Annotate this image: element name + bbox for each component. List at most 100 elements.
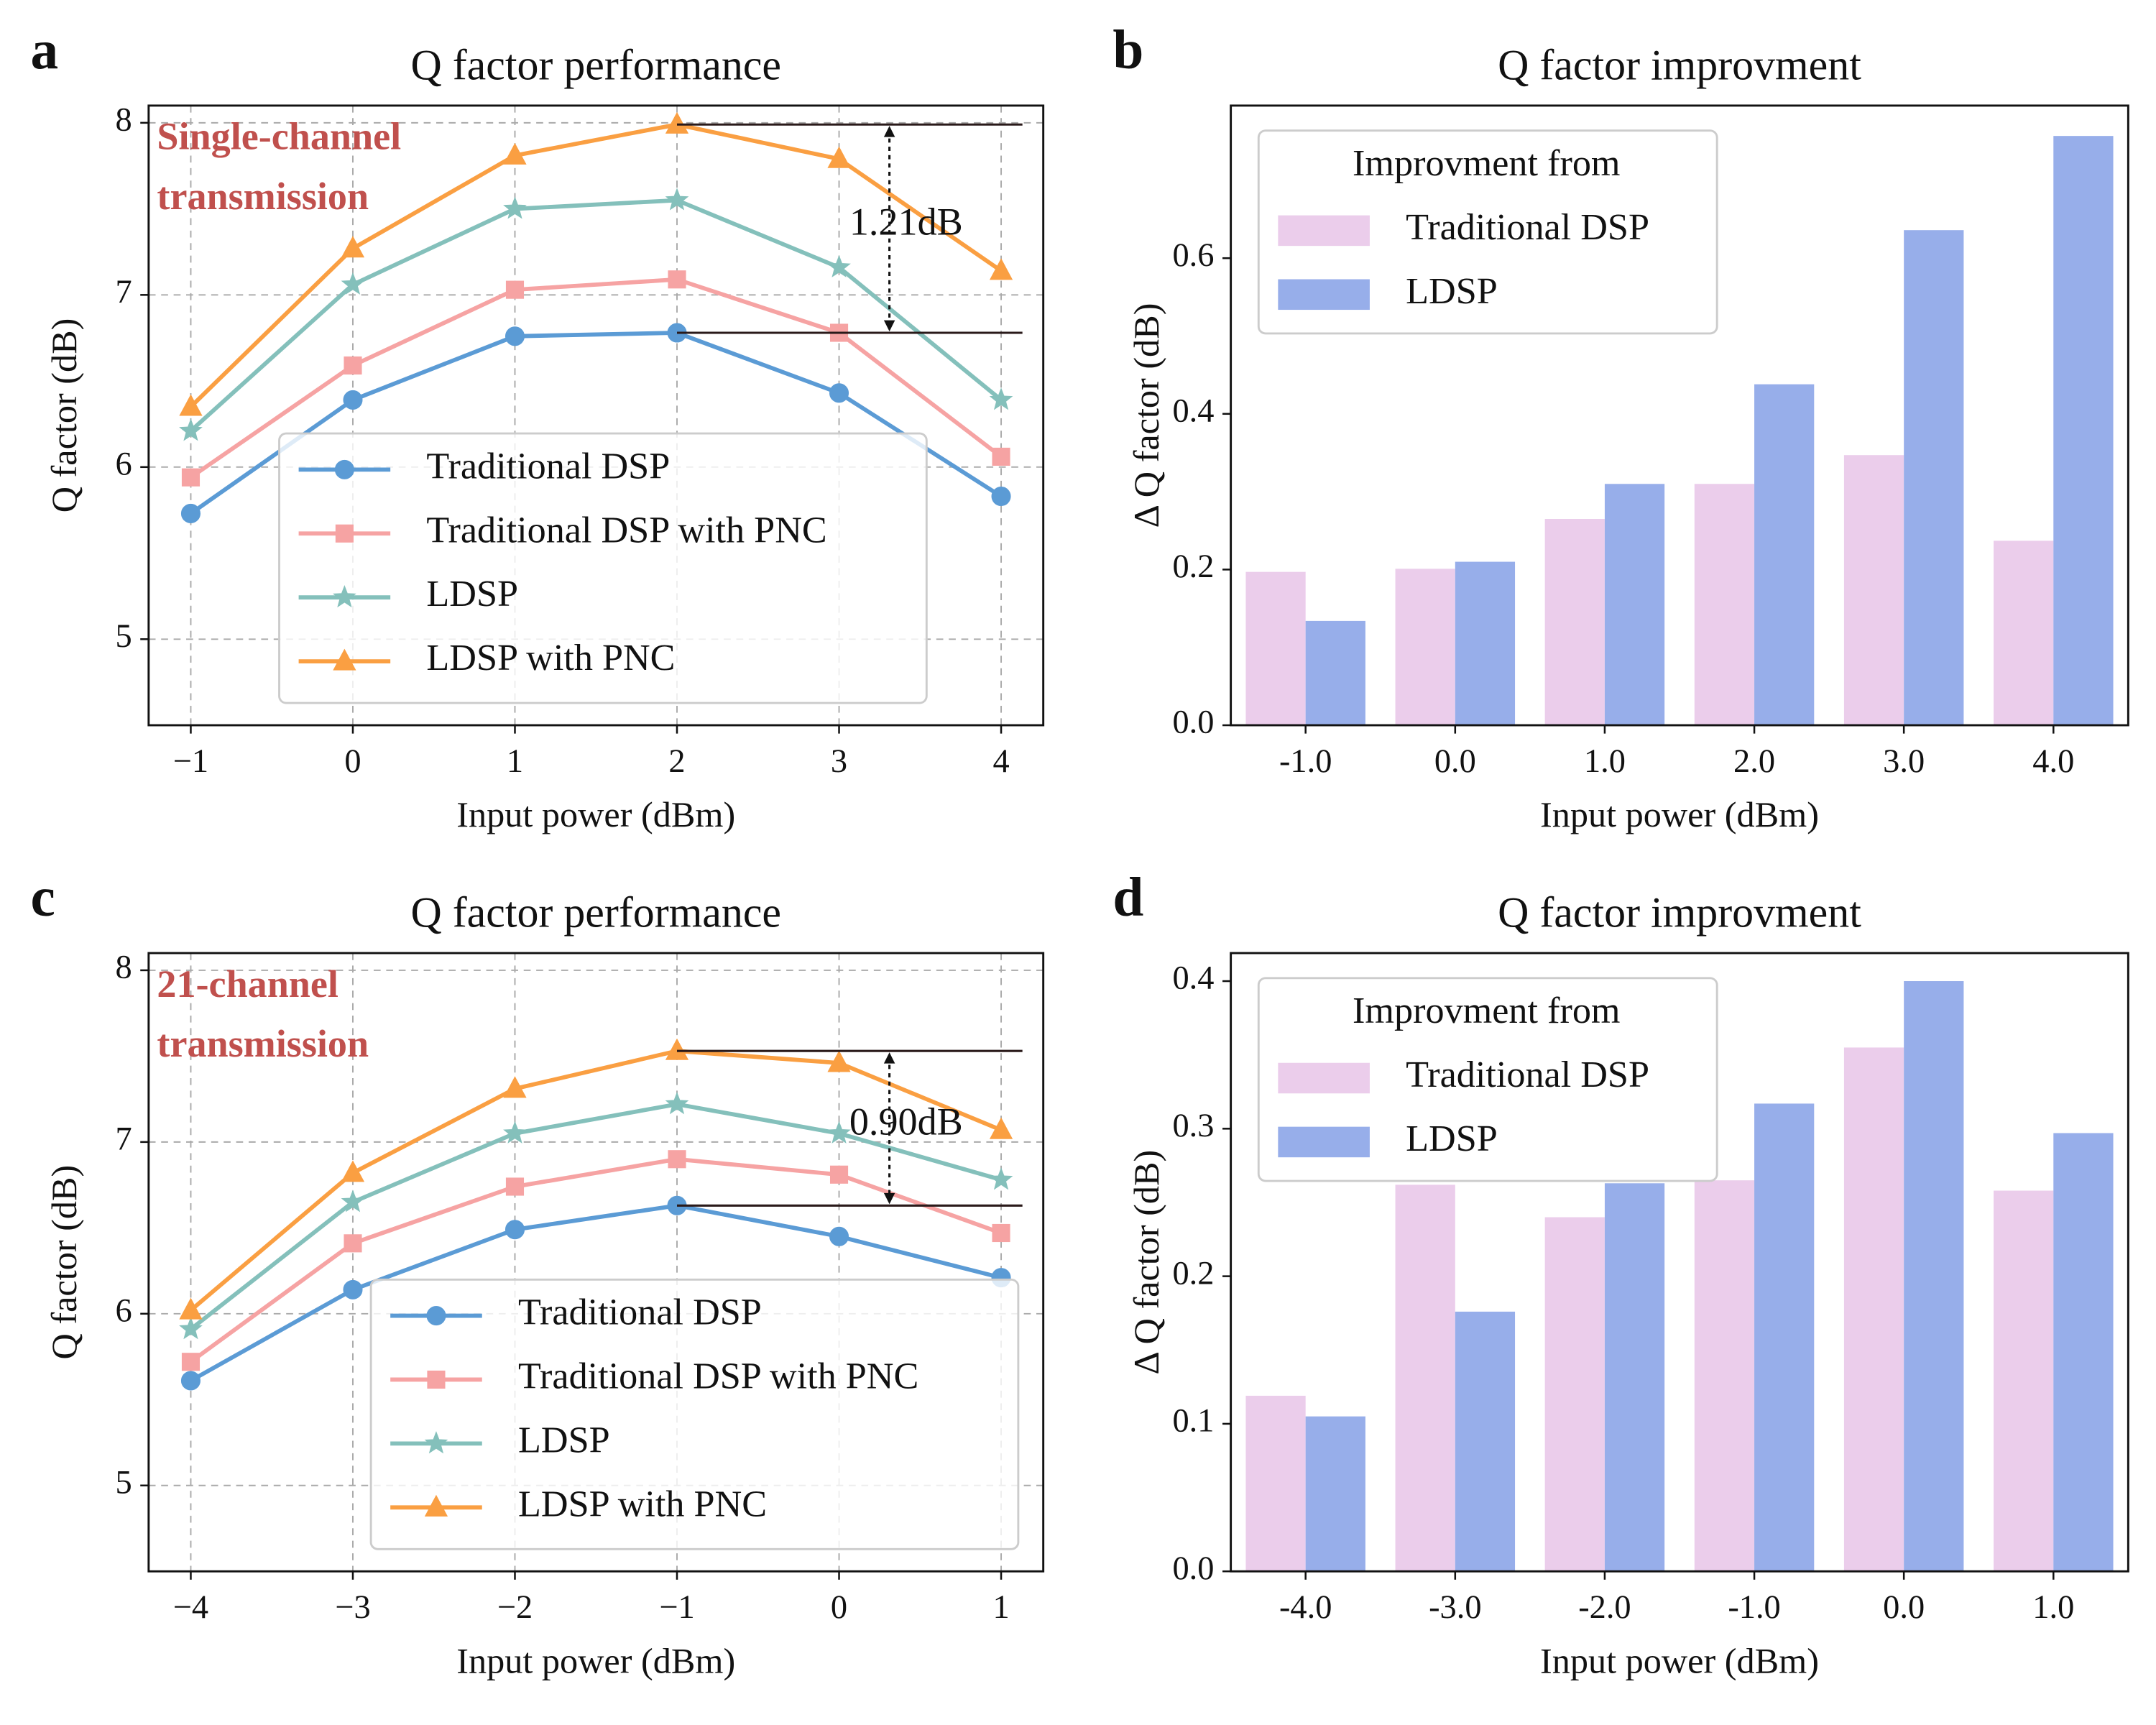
marker [335,524,354,543]
marker [503,196,527,219]
y-tick-label: 0.4 [1172,960,1214,997]
plot-frame [1230,952,2129,1573]
series-line [189,1049,1003,1312]
x-tick-label: 0 [831,1589,847,1626]
bar [1994,1190,2054,1572]
y-tick-label: 5 [115,1464,132,1501]
marker [344,356,362,375]
legend-swatch [1278,215,1370,247]
x-tick-label: -1.0 [1279,743,1332,780]
bar [1245,1395,1306,1572]
marker [427,1370,446,1389]
series-line [189,1156,1003,1364]
bar [1694,484,1755,726]
marker [665,111,689,134]
y-tick-label: 8 [115,949,132,986]
x-tick-label: −1 [659,1589,694,1626]
arrow-head [883,320,895,332]
y-tick-label: 6 [115,446,132,482]
marker [341,1160,365,1182]
marker [424,1494,448,1517]
bar [2053,1133,2114,1572]
marker [827,1050,851,1072]
bar [1604,1183,1665,1572]
y-tick-label: 5 [115,618,132,655]
bar [1904,230,1964,726]
legend-title: Improvment from [1353,142,1620,184]
marker [426,1306,446,1326]
y-axis-label: Q factor (dB) [44,1165,84,1360]
marker [341,272,365,295]
legend-label: LDSP with PNC [426,637,675,678]
x-axis-label: Input power (dBm) [1540,794,1819,834]
y-axis-label: Δ Q factor (dB) [1126,1150,1166,1375]
y-tick-label: 0.0 [1172,1550,1214,1587]
marker [180,1371,201,1391]
x-tick-label: 3.0 [1883,743,1925,780]
inset-text: Single-channel [157,115,401,158]
marker [503,1076,527,1098]
marker [665,1038,689,1060]
marker [334,459,354,479]
x-tick-label: −2 [497,1589,533,1626]
chart-title: Q factor performance [410,41,781,88]
marker [179,1317,203,1340]
x-tick-label: 4.0 [2032,743,2074,780]
bar [1604,484,1665,726]
legend-box [369,1278,1020,1550]
panel: d Q factor improvment Input power (dBm) Δ Q… [1112,866,2129,1680]
bar [1455,1311,1516,1572]
panel-label: c [31,866,55,928]
x-tick-label: 2.0 [1733,743,1775,780]
bar [2053,136,2114,726]
bar [1843,455,1904,726]
legend-label: LDSP [518,1419,610,1460]
legend-box [1257,129,1718,335]
plot-frame [147,952,1045,1573]
plot-frame [1230,104,2129,727]
x-tick-label: -3.0 [1429,1589,1481,1626]
marker [333,584,356,608]
marker [344,1234,362,1253]
bar [1305,620,1365,726]
x-axis-label: Input power (dBm) [1540,1640,1819,1680]
y-tick-label: 0.4 [1172,392,1214,429]
legend-label: LDSP [1406,1118,1498,1159]
inset-text: 21-channel [157,962,338,1006]
inset-text: transmission [157,1022,369,1065]
annotation: 0.90dB [849,1100,963,1143]
marker [992,447,1010,466]
marker [989,258,1013,280]
x-tick-label: −1 [173,743,208,780]
marker [827,146,851,168]
legend-label: Traditional DSP [518,1292,762,1333]
x-tick-label: -4.0 [1279,1589,1332,1626]
y-axis-label: Q factor (dB) [44,318,84,513]
legend-label: Traditional DSP [1406,1054,1649,1095]
bar [1754,384,1815,726]
annotation: 1.21dB [849,201,963,244]
bar [1245,571,1306,726]
y-tick-label: 7 [115,274,132,310]
marker [341,1190,365,1213]
marker [424,1431,448,1454]
panel-label: a [31,19,59,80]
series-line [189,122,1003,409]
x-tick-label: 0.0 [1434,743,1476,780]
marker [333,648,356,671]
legend-label: LDSP [426,573,518,615]
y-tick-label: 8 [115,101,132,138]
marker [503,1121,527,1144]
marker [829,1165,849,1184]
x-tick-label: −3 [335,1589,370,1626]
marker [989,387,1013,410]
x-axis-label: Input power (dBm) [456,794,735,834]
marker [829,383,849,403]
x-tick-label: 4 [992,743,1009,780]
series-line [189,277,1003,479]
legend-label: Traditional DSP [1406,206,1649,248]
x-tick-label: 2 [668,743,685,780]
panel: b Q factor improvment Input power (dBm) Δ Q… [1112,19,2129,834]
legend-swatch [1278,1062,1370,1094]
